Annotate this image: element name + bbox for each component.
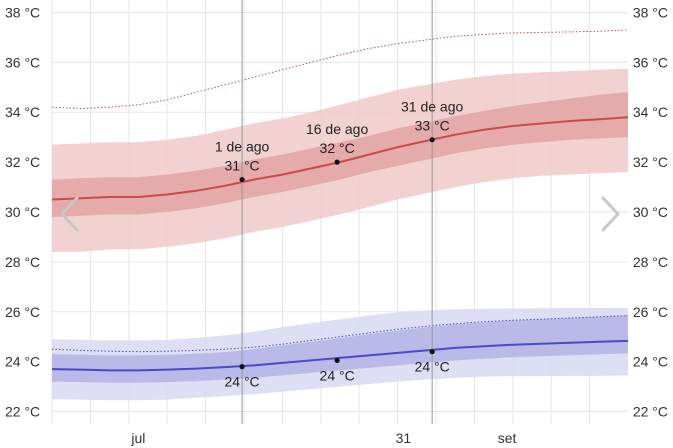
annotation-date: 31 de ago — [401, 99, 463, 115]
bands — [52, 68, 628, 401]
x-tick-label: jul — [130, 430, 145, 446]
annotations: 1 de ago 31 °C 16 de ago 32 °C 31 de ago 33 °… — [215, 99, 464, 390]
annotation-value: 31 °C — [224, 158, 259, 174]
annotation-value: 24 °C — [415, 359, 450, 375]
y-tick-label-left: 38 °C — [5, 4, 40, 20]
chevron-left-icon[interactable] — [60, 196, 79, 232]
low_median-line — [51, 339, 629, 372]
y-tick-label-right: 24 °C — [633, 354, 668, 370]
annotation-value: 24 °C — [320, 367, 355, 383]
low_median-band-inner — [52, 315, 628, 383]
high_record-line — [51, 29, 629, 110]
annotation-date: 1 de ago — [215, 139, 270, 155]
y-tick-label-right: 36 °C — [633, 54, 668, 70]
annotation-point — [239, 364, 245, 370]
y-tick-label-left: 28 °C — [5, 254, 40, 270]
annotation-value: 33 °C — [415, 118, 450, 134]
series-lines — [51, 29, 629, 372]
annotation-value: 24 °C — [224, 374, 259, 390]
chevron-right-icon[interactable] — [601, 196, 620, 232]
high_median-line — [51, 116, 629, 201]
y-tick-label-left: 24 °C — [5, 354, 40, 370]
y-tick-label-left: 32 °C — [5, 154, 40, 170]
y-tick-label-left: 34 °C — [5, 104, 40, 120]
y-tick-label-right: 26 °C — [633, 304, 668, 320]
y-tick-label-right: 22 °C — [633, 404, 668, 420]
annotation-point — [334, 357, 340, 363]
y-tick-label-right: 30 °C — [633, 204, 668, 220]
x-tick-label: 31 — [396, 430, 412, 446]
annotation-point — [239, 176, 245, 183]
y-tick-label-left: 36 °C — [5, 54, 40, 70]
y-tick-label-right: 32 °C — [633, 154, 668, 170]
annotation-date: 16 de ago — [306, 121, 368, 137]
y-tick-label-left: 22 °C — [5, 404, 40, 420]
y-tick-label-right: 28 °C — [633, 254, 668, 270]
x-tick-label: set — [498, 430, 517, 446]
y-tick-label-left: 26 °C — [5, 304, 40, 320]
high_median-band-inner — [52, 92, 628, 217]
y-tick-label-left: 30 °C — [5, 204, 40, 220]
axis-ticks: 22 °C 22 °C 24 °C 24 °C 26 °C 26 °C 28 °C 28 °C… — [5, 4, 668, 446]
y-tick-label-right: 34 °C — [633, 104, 668, 120]
annotation-point — [334, 159, 340, 165]
annotation-point — [429, 137, 435, 143]
annotation-value: 32 °C — [320, 140, 355, 156]
annotation-point — [429, 349, 435, 355]
y-tick-label-right: 38 °C — [633, 4, 668, 20]
